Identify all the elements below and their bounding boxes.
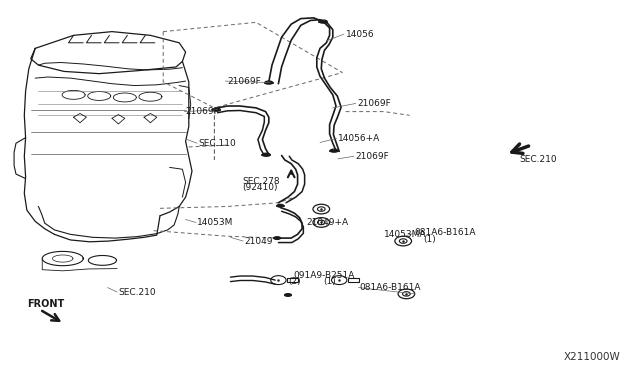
Text: 081A6-B161A: 081A6-B161A	[415, 228, 476, 237]
Text: SEC.110: SEC.110	[198, 139, 236, 148]
Text: SEC.210: SEC.210	[520, 155, 557, 164]
Text: FRONT: FRONT	[27, 299, 64, 309]
Text: 21069F: 21069F	[227, 77, 261, 86]
Text: 14056: 14056	[346, 30, 374, 39]
Text: SEC.210: SEC.210	[118, 288, 156, 296]
Bar	[287, 278, 298, 282]
Text: 14053MA: 14053MA	[384, 230, 426, 239]
Text: 21069F: 21069F	[357, 99, 391, 108]
Text: 21069F: 21069F	[355, 152, 389, 161]
Text: 091A9-B251A: 091A9-B251A	[293, 271, 355, 280]
Text: (1): (1)	[424, 235, 436, 244]
Text: (92410): (92410)	[242, 183, 277, 192]
Text: 21049: 21049	[244, 237, 273, 246]
Text: 081A6-B161A: 081A6-B161A	[360, 283, 421, 292]
Bar	[348, 278, 359, 282]
Text: 14056+A: 14056+A	[338, 134, 380, 143]
Text: X211000W: X211000W	[563, 352, 620, 362]
Text: 21049+A: 21049+A	[306, 218, 348, 227]
Text: (1): (1)	[323, 277, 336, 286]
Text: (2): (2)	[288, 277, 301, 286]
Text: 21069F: 21069F	[186, 107, 220, 116]
Text: 14053M: 14053M	[197, 218, 234, 227]
Text: SEC.278: SEC.278	[242, 177, 280, 186]
